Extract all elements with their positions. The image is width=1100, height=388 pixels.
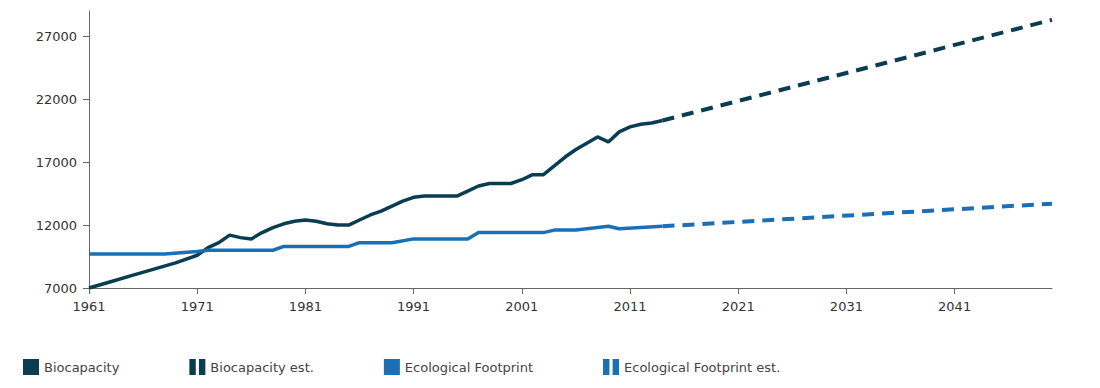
svg-text:22000: 22000	[36, 92, 77, 107]
svg-text:2011: 2011	[613, 299, 646, 314]
svg-text:12000: 12000	[36, 218, 77, 233]
svg-text:1981: 1981	[289, 299, 322, 314]
svg-text:2041: 2041	[938, 299, 971, 314]
svg-text:Ecological Footprint est.: Ecological Footprint est.	[624, 360, 780, 375]
svg-text:27000: 27000	[36, 29, 77, 44]
svg-text:2021: 2021	[722, 299, 755, 314]
svg-text:7000: 7000	[44, 281, 77, 296]
svg-text:2031: 2031	[830, 299, 863, 314]
svg-text:Biocapacity: Biocapacity	[44, 360, 120, 375]
svg-text:1991: 1991	[397, 299, 430, 314]
svg-text:1961: 1961	[72, 299, 105, 314]
svg-text:1971: 1971	[181, 299, 214, 314]
svg-text:Biocapacity est.: Biocapacity est.	[210, 360, 314, 375]
svg-text:Ecological Footprint: Ecological Footprint	[405, 360, 533, 375]
svg-text:2001: 2001	[505, 299, 538, 314]
svg-text:17000: 17000	[36, 155, 77, 170]
